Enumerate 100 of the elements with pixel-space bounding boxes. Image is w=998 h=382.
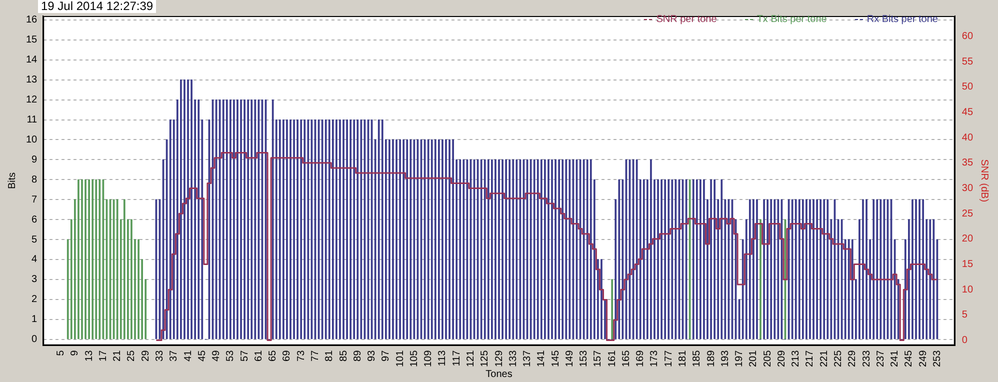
x-tick-label: 105 [408,350,420,368]
y2-tick-label: 45 [962,107,974,118]
y-tick-label: 6 [32,214,38,226]
x-tick-label: 153 [578,350,590,368]
y-tick-label: 4 [32,254,38,266]
x-tick-label: 57 [239,350,250,362]
x-tick-label: 25 [126,350,138,362]
x-tick-label: 125 [480,350,491,368]
x-tick-label: 113 [437,350,448,366]
y2-tick-label: 15 [962,259,974,270]
x-tick-label: 233 [861,350,872,368]
x-tick-label: 241 [890,350,901,368]
x-tick-label: 209 [776,350,788,368]
x-tick-label: 89 [352,350,364,362]
y-tick-label: 10 [26,134,38,146]
y-tick-label: 12 [26,94,38,106]
x-tick-label: 5 [56,350,67,356]
y2-tick-label: 35 [962,158,974,169]
x-tick-label: 137 [522,350,534,368]
x-tick-label: 201 [748,350,760,368]
x-tick-label: 9 [70,350,81,356]
y-tick-label: 11 [26,114,38,126]
x-tick-label: 169 [635,350,646,368]
y-tick-label: 8 [32,174,38,186]
x-tick-label: 181 [678,350,689,368]
x-tick-label: 121 [465,350,476,368]
x-tick-label: 129 [494,350,505,368]
y-tick-label: 9 [32,154,38,166]
x-tick-label: 173 [649,350,660,368]
x-tick-label: 177 [663,350,674,368]
x-tick-label: 85 [338,350,350,362]
x-tick-label: 185 [692,350,703,368]
y2-tick-label: 25 [962,208,974,220]
x-tick-label: 161 [606,350,618,368]
x-tick-label: 149 [564,350,576,368]
y2-tick-label: 50 [962,82,974,93]
x-tick-label: 193 [720,350,731,368]
y2-tick-label: 30 [962,183,974,194]
x-tick-label: 165 [620,350,632,368]
legend-label: Rx Bits per tone [866,14,938,25]
y-tick-label: 14 [26,54,38,66]
x-tick-label: 145 [550,350,562,368]
x-tick-label: 249 [918,350,929,368]
x-tick-label: 21 [112,350,124,362]
x-tick-label: 69 [282,350,293,362]
x-tick-label: 37 [168,350,180,362]
x-tick-label: 97 [380,350,392,362]
x-axis-title: Tones [486,368,512,380]
x-tick-label: 221 [818,350,830,368]
y2-axis-title: SNR (dB) [978,159,990,202]
x-tick-label: 217 [804,350,816,368]
x-tick-label: 189 [706,350,717,368]
y-tick-label: 16 [26,14,38,26]
x-tick-label: 29 [140,350,152,362]
y-tick-label: 2 [32,294,38,306]
y-tick-label: 15 [26,34,38,46]
y2-tick-label: 55 [962,56,974,68]
x-tick-label: 17 [98,350,109,362]
y2-tick-label: 5 [962,310,968,321]
x-tick-label: 229 [847,350,858,368]
y2-tick-label: 0 [962,335,968,346]
y2-tick-label: 60 [962,31,974,42]
y-tick-label: 0 [32,334,38,346]
y-axis-title: Bits [6,172,18,189]
x-tick-label: 93 [366,350,378,362]
x-tick-label: 197 [734,350,746,368]
x-tick-label: 41 [182,350,194,362]
x-tick-label: 141 [536,350,548,368]
x-tick-label: 13 [84,350,95,362]
x-tick-label: 81 [324,350,336,362]
chart-title: 19 Jul 2014 12:27:39 [38,0,156,13]
x-tick-label: 77 [310,350,321,362]
y-tick-label: 13 [26,74,38,86]
legend-label: Tx Bits per tone [756,14,827,25]
x-tick-label: 245 [904,350,915,368]
x-tick-label: 213 [790,350,802,368]
x-tick-label: 253 [932,350,943,368]
y2-tick-label: 10 [962,284,974,296]
y-tick-label: 3 [32,274,38,286]
x-tick-label: 109 [423,350,434,368]
y2-tick-label: 20 [962,234,974,245]
x-tick-label: 65 [268,350,279,362]
x-tick-label: 117 [451,350,462,366]
x-tick-label: 157 [592,350,604,368]
x-tick-label: 49 [211,350,222,362]
x-tick-label: 33 [154,350,166,362]
legend-label: SNR per tone [656,14,717,25]
x-tick-label: 73 [296,350,307,362]
x-tick-label: 133 [508,350,519,368]
x-tick-label: 237 [875,350,886,368]
x-tick-label: 61 [253,350,264,362]
x-tick-label: 205 [762,350,774,368]
x-tick-label: 53 [225,350,236,362]
y-tick-label: 5 [32,234,38,246]
y-tick-label: 1 [32,314,38,326]
x-tick-label: 101 [394,350,406,368]
x-tick-label: 45 [196,350,208,362]
y-tick-label: 7 [32,194,38,206]
y2-tick-label: 40 [962,132,974,144]
x-tick-label: 225 [833,350,844,368]
